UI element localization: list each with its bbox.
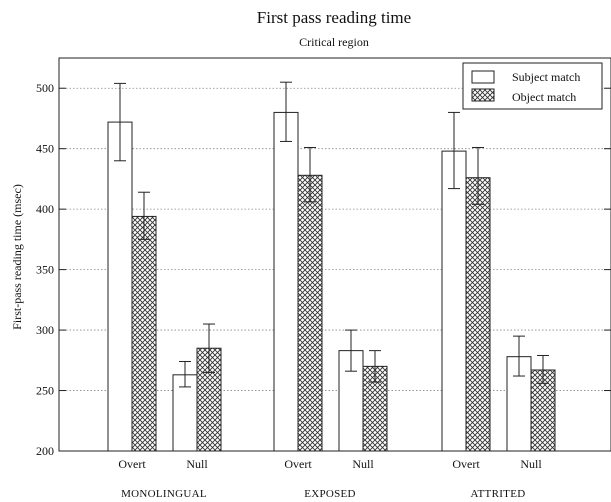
- y-tick-label: 450: [36, 142, 54, 156]
- x-category-label: Overt: [452, 457, 480, 471]
- bar-subject-match: [172, 374, 198, 452]
- bar-object-match: [465, 177, 491, 452]
- bars: [107, 111, 556, 452]
- y-tick-label: 500: [36, 81, 54, 95]
- x-category-label: Overt: [284, 457, 312, 471]
- bar-object-match: [131, 215, 157, 452]
- bar-subject-match: [441, 150, 467, 452]
- y-tick-label: 200: [36, 444, 54, 458]
- x-group-label: ATTRITED: [471, 488, 526, 500]
- chart-subtitle: Critical region: [299, 35, 369, 49]
- legend-swatch-subject-match: [471, 70, 495, 84]
- y-tick-label: 350: [36, 263, 54, 277]
- y-axis-ticks: 200 250 300 350 400 450 500: [36, 81, 611, 458]
- bar-subject-match: [273, 111, 299, 452]
- plot-frame: [58, 57, 611, 452]
- x-group-label: MONOLINGUAL: [121, 488, 207, 500]
- legend-label-object-match: Object match: [512, 90, 576, 104]
- x-group-label: EXPOSED: [304, 488, 356, 500]
- error-bars: [114, 81, 549, 388]
- x-category-label: Null: [352, 457, 374, 471]
- legend-label-subject-match: Subject match: [512, 70, 580, 84]
- legend-swatch-object-match: [471, 88, 495, 102]
- x-category-label: Null: [186, 457, 208, 471]
- y-tick-label: 400: [36, 202, 54, 216]
- legend: Subject match Object match: [462, 62, 603, 110]
- x-axis-labels: Overt Null MONOLINGUAL Overt Null EXPOSED Over…: [118, 457, 542, 500]
- bar-object-match: [297, 174, 323, 452]
- y-tick-label: 300: [36, 323, 54, 337]
- chart-title: First pass reading time: [257, 8, 411, 27]
- x-category-label: Overt: [118, 457, 146, 471]
- y-axis-label: First-pass reading time (msec): [10, 184, 24, 330]
- y-tick-label: 250: [36, 384, 54, 398]
- x-category-label: Null: [520, 457, 542, 471]
- bar-subject-match: [107, 121, 133, 452]
